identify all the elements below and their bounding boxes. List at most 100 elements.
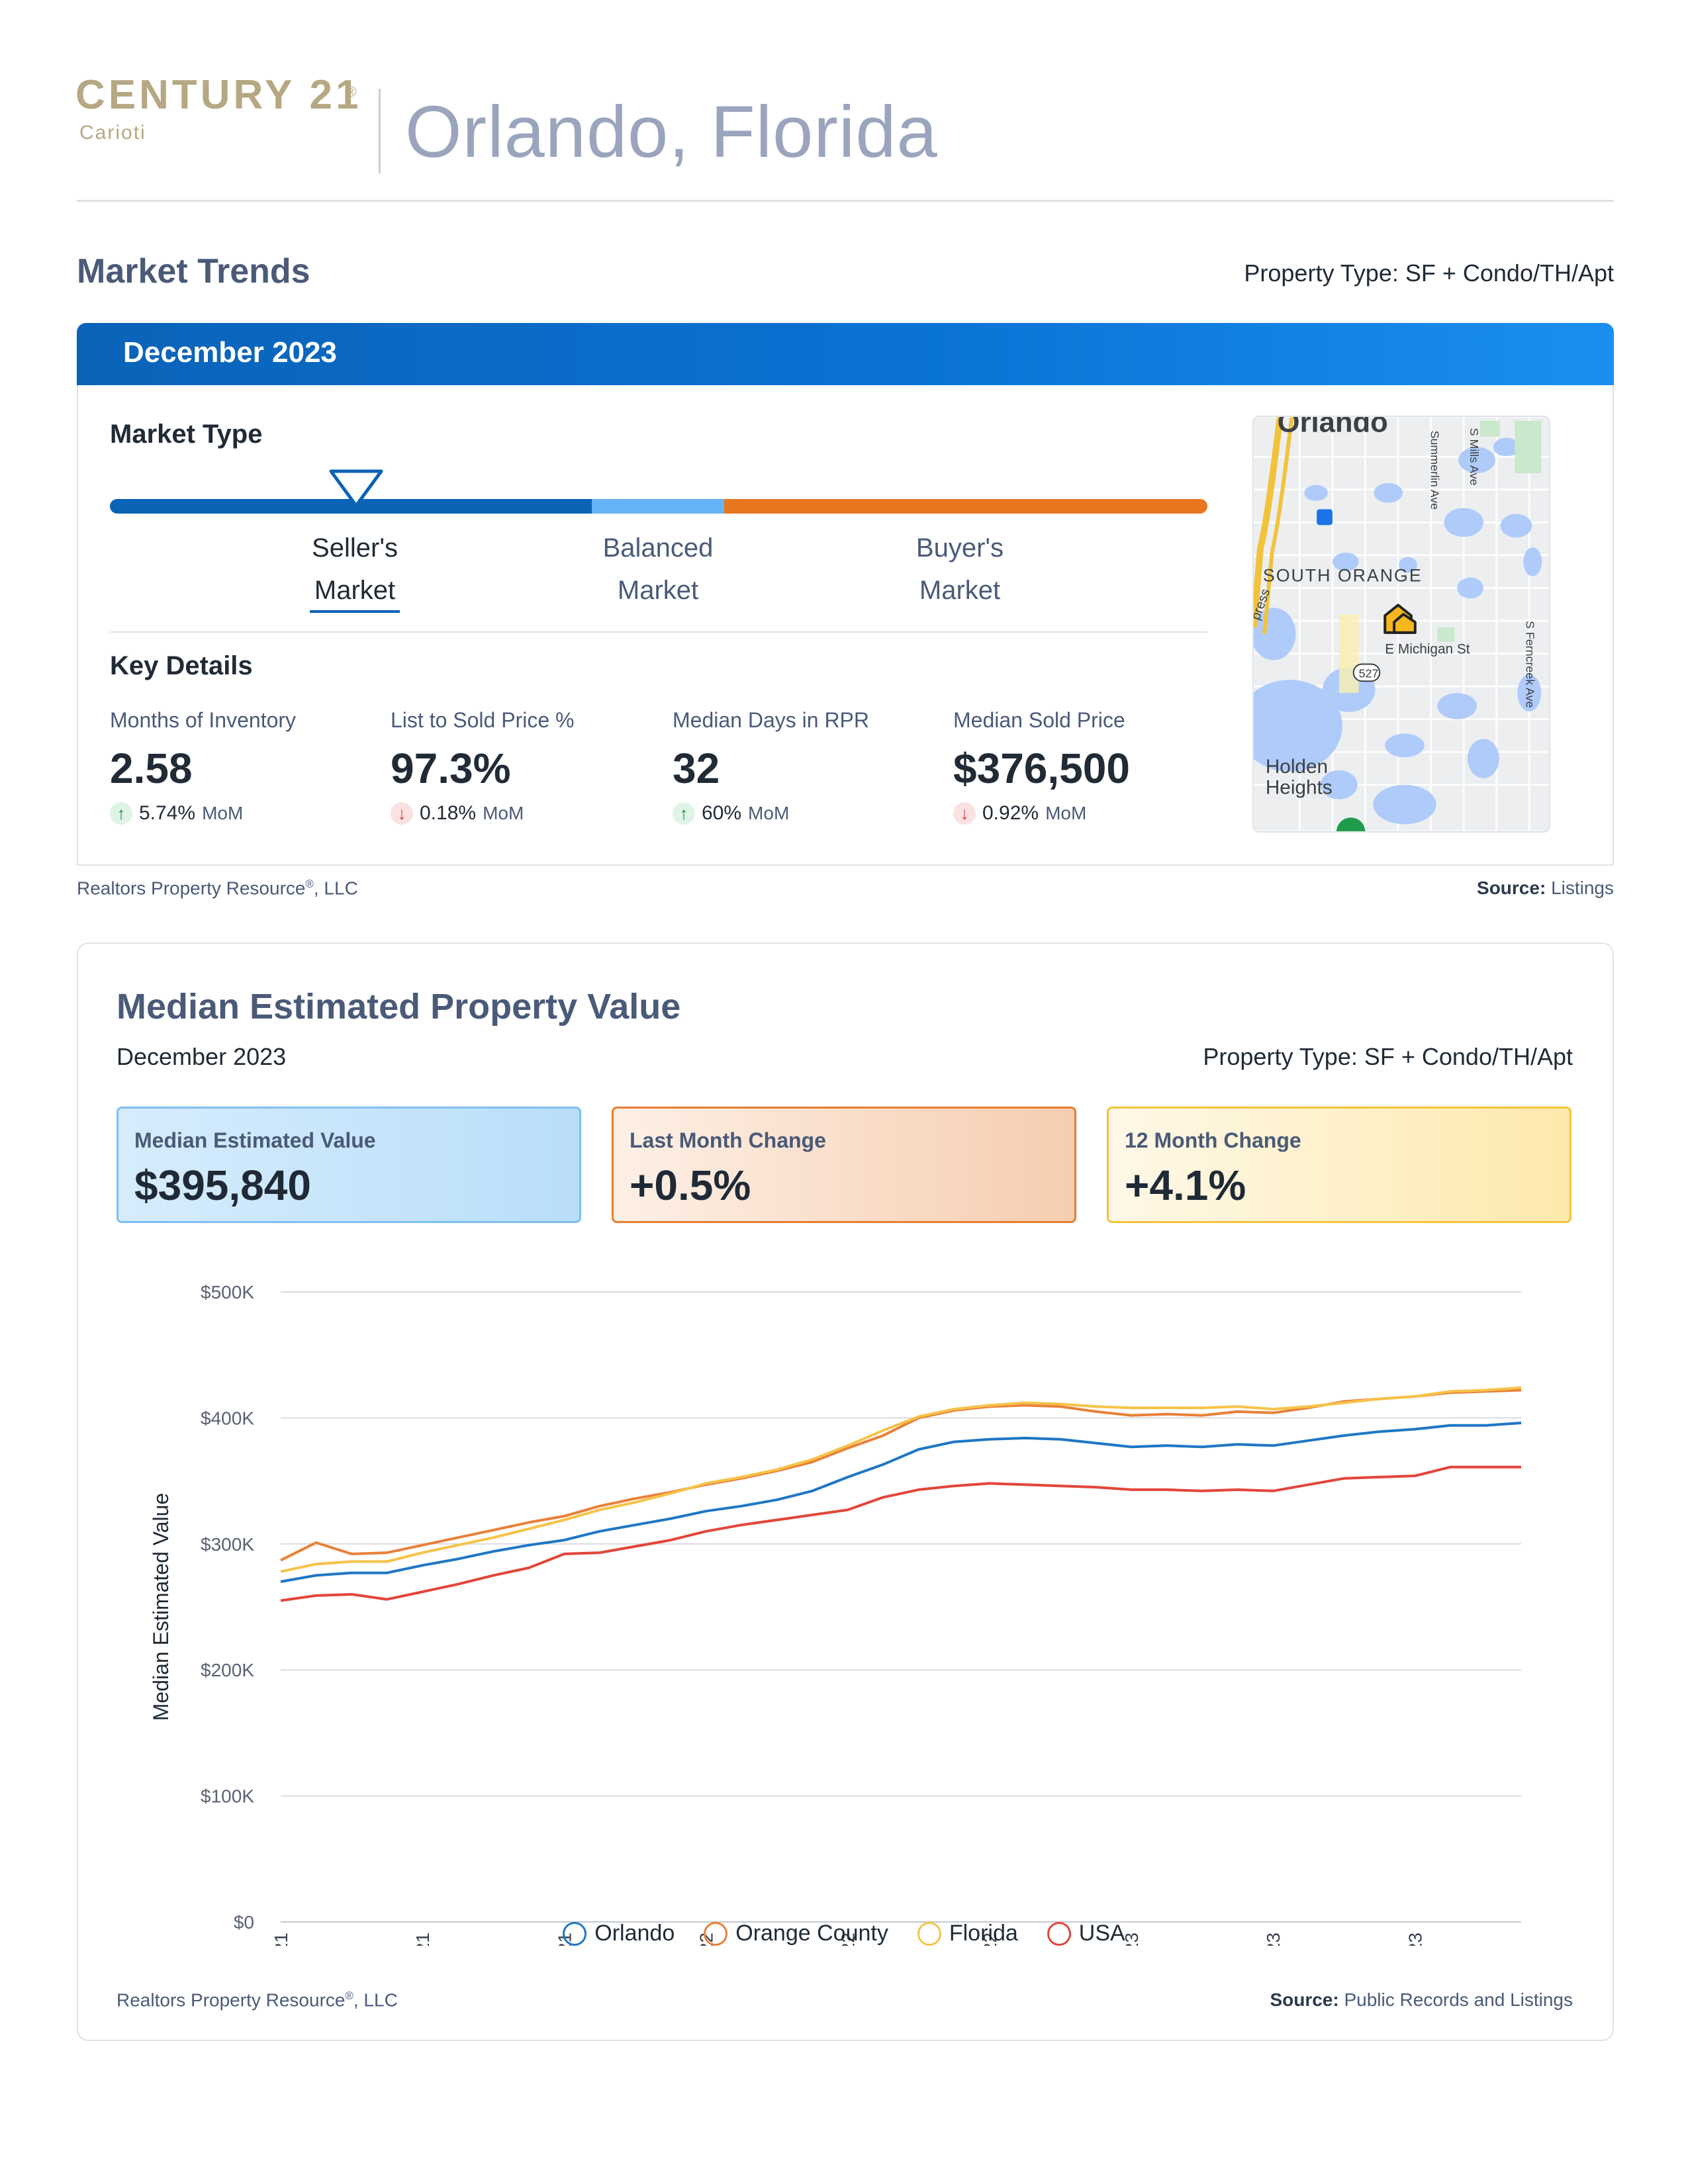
market-trends-banner (77, 323, 1614, 385)
kd-list-to-sold-value: 97.3% (391, 745, 511, 792)
stat-label: Median Estimated Value (134, 1128, 376, 1152)
legend-item[interactable]: USA (1047, 1921, 1125, 1946)
market-trends-property-type: Property Type: SF + Condo/TH/Apt (1244, 259, 1614, 287)
kd-inventory-label: Months of Inventory (110, 708, 297, 732)
kd-list-to-sold-pct: 0.18% (420, 802, 477, 824)
y-tick-label: $100K (201, 1786, 254, 1807)
map-street-label: E Michigan St (1385, 642, 1470, 657)
market-trends-period: December 2023 (123, 336, 337, 369)
map-street-label: S Mills Ave (1468, 428, 1481, 486)
map-city-label: Orlando (1278, 416, 1388, 439)
map-street-label: S Ferncreek Ave (1523, 621, 1536, 708)
footer-company: Realtors Property Resource (77, 878, 306, 899)
y-tick-label: $500K (201, 1282, 254, 1302)
market-type-label: Market Type (110, 420, 263, 449)
y-tick-label: $0 (234, 1912, 254, 1933)
property-value-card (77, 942, 1614, 2041)
header-divider (379, 89, 381, 173)
x-tick-label: Sep '22 (980, 1933, 1000, 1946)
market-label-buyer-line1: Buyer's (915, 533, 1004, 563)
kd-inventory-unit: MoM (202, 803, 244, 823)
x-tick-label: Sep '23 (1405, 1933, 1425, 1946)
arrow-up-icon: ↑ (110, 802, 132, 825)
brand-registered-mark: ® (346, 83, 357, 100)
arrow-down-icon: ↓ (953, 802, 976, 825)
market-label-buyer: Buyer's Market (861, 527, 1059, 612)
legend-label: Orlando (594, 1921, 675, 1946)
source-label: Source: (1270, 1989, 1339, 2010)
footer-company: Realtors Property Resource (117, 1989, 346, 2011)
series-line-florida (280, 1386, 1522, 1573)
map-route-label: 527 (1359, 666, 1379, 680)
y-tick-label: $400K (201, 1408, 254, 1428)
legend-swatch-icon (704, 1921, 728, 1946)
arrow-up-icon: ↑ (673, 802, 695, 825)
stat-last-month-change: Last Month Change +0.5% (612, 1107, 1076, 1223)
page-title: Orlando, Florida (405, 91, 938, 173)
arrow-down-icon: ↓ (391, 802, 413, 825)
y-tick-label: $300K (201, 1534, 254, 1555)
legend-label: Florida (949, 1921, 1018, 1946)
legend-item[interactable]: Orange County (704, 1921, 888, 1946)
market-label-seller-line1: Seller's (312, 533, 398, 563)
kd-list-to-sold-change: ↓ 0.18% MoM (391, 802, 524, 825)
stat-value: +0.5% (630, 1161, 751, 1209)
stat-value: $395,840 (134, 1161, 311, 1209)
property-value-footer-right: Source: Public Records and Listings (1270, 1989, 1573, 2011)
market-trends-card (77, 385, 1614, 866)
legend-item[interactable]: Orlando (563, 1921, 675, 1946)
map-street-label: Summerlin Ave (1429, 431, 1442, 510)
x-tick-label: Jan '23 (1121, 1933, 1142, 1946)
y-tick-label: $200K (201, 1660, 254, 1680)
selected-market-underline (310, 610, 400, 613)
market-label-seller-line2: Market (314, 576, 396, 605)
market-trends-title: Market Trends (77, 252, 310, 291)
kd-sold-price-pct: 0.92% (982, 802, 1039, 824)
home-marker-icon (1383, 604, 1417, 634)
kd-inventory-pct: 5.74% (139, 802, 196, 824)
source-value: Public Records and Listings (1344, 1989, 1573, 2010)
kd-days-pct: 60% (702, 802, 742, 824)
market-bar-buyer-segment (724, 499, 1207, 514)
header-rule (77, 200, 1614, 202)
stat-value: +4.1% (1125, 1161, 1246, 1209)
kd-days-unit: MoM (748, 803, 790, 823)
legend-swatch-icon (1047, 1921, 1071, 1946)
market-label-seller: Seller's Market (256, 527, 454, 612)
stat-median-value: Median Estimated Value $395,840 (117, 1107, 581, 1223)
property-value-title: Median Estimated Property Value (117, 987, 681, 1026)
kd-inventory-value: 2.58 (110, 745, 193, 792)
market-bar-balanced-segment (592, 499, 724, 514)
kd-days-label: Median Days in RPR (673, 708, 869, 732)
property-value-property-type: Property Type: SF + Condo/TH/Apt (1203, 1043, 1573, 1070)
legend-item[interactable]: Florida (917, 1921, 1018, 1946)
legend-swatch-icon (917, 1921, 941, 1946)
key-details-title: Key Details (110, 651, 253, 680)
kd-days-value: 32 (673, 745, 720, 792)
market-bar-seller-segment (110, 499, 592, 514)
kd-list-to-sold-unit: MoM (483, 803, 524, 823)
location-map[interactable]: Orlando SOUTH ORANGE E Michigan St 527 S… (1252, 416, 1550, 833)
legend-label: Orange County (735, 1921, 888, 1946)
stat-12-month-change: 12 Month Change +4.1% (1107, 1107, 1571, 1223)
transit-icon (1317, 509, 1333, 525)
market-trends-footer-right: Source: Listings (1477, 878, 1614, 899)
property-value-period: December 2023 (117, 1043, 287, 1070)
kd-sold-price-label: Median Sold Price (953, 708, 1125, 732)
x-tick-label: May '23 (1263, 1933, 1284, 1946)
chart-legend: Orlando Orange County Florida USA (0, 1921, 1688, 1946)
source-label: Source: (1477, 878, 1546, 898)
source-value: Listings (1551, 878, 1614, 898)
market-trends-footer-left: Realtors Property Resource®, LLC (77, 878, 358, 899)
map-neighborhood-label: Holden (1266, 756, 1328, 778)
series-line-usa (280, 1465, 1521, 1602)
kd-sold-price-unit: MoM (1045, 803, 1087, 823)
x-tick-label: May '21 (412, 1933, 433, 1946)
market-label-balanced: Balanced Market (559, 527, 757, 612)
stat-label: 12 Month Change (1125, 1128, 1301, 1152)
market-trends-divider (110, 631, 1207, 633)
market-label-buyer-line2: Market (919, 576, 1001, 605)
market-pointer-icon (329, 469, 383, 508)
footer-company-suffix: , LLC (353, 1989, 398, 2011)
property-value-chart: $0 $100K $200K $300K $400K $500K Jan '21 May '2… (149, 1282, 1522, 1946)
